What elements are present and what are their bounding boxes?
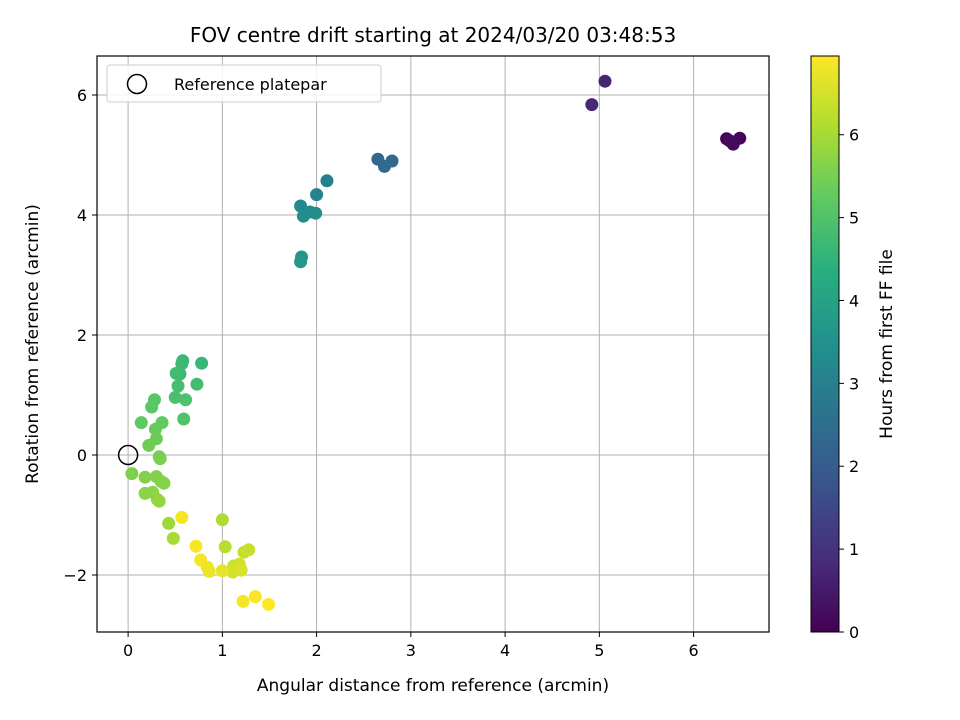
data-point: [320, 174, 334, 188]
colorbar: [810, 55, 840, 633]
data-point: [294, 255, 308, 269]
data-point: [248, 590, 262, 604]
x-axis-ticks: 0 1 2 3 4 5 6: [123, 632, 699, 660]
data-point: [377, 159, 391, 173]
data-point: [138, 470, 152, 484]
colorbar-tick-label: 1: [849, 540, 859, 559]
legend-label: Reference platepar: [174, 75, 327, 94]
x-tick-label: 2: [312, 641, 322, 660]
y-tick-label: −2: [63, 566, 87, 585]
data-point: [169, 366, 183, 380]
legend-box: [106, 64, 382, 103]
data-point: [152, 494, 166, 508]
data-point: [148, 422, 162, 436]
data-point: [175, 357, 189, 371]
y-axis-label: Rotation from reference (arcmin): [23, 204, 43, 484]
colorbar-tick-label: 3: [849, 374, 859, 393]
data-point: [234, 563, 248, 577]
y-tick-label: 6: [77, 86, 87, 105]
y-tick-label: 2: [77, 326, 87, 345]
data-point: [294, 199, 308, 213]
x-tick-label: 0: [123, 641, 133, 660]
data-point: [145, 400, 159, 414]
data-point: [585, 98, 599, 112]
data-point: [134, 416, 148, 430]
data-point: [190, 377, 204, 391]
data-point: [215, 513, 229, 527]
data-point: [309, 206, 323, 220]
data-point: [722, 134, 736, 148]
reference-platepar-marker: [117, 444, 139, 466]
data-point: [177, 412, 191, 426]
colorbar-ticks: 0 1 2 3 4 5 6: [839, 126, 859, 642]
data-point: [162, 516, 176, 530]
chart-title: FOV centre drift starting at 2024/03/20 …: [190, 23, 676, 47]
data-point: [179, 393, 193, 407]
y-tick-label: 0: [77, 446, 87, 465]
colorbar-tick-label: 4: [849, 291, 859, 310]
data-point: [218, 540, 232, 554]
data-point: [168, 390, 182, 404]
x-tick-label: 5: [594, 641, 604, 660]
data-point: [125, 467, 139, 481]
colorbar-tick-label: 2: [849, 457, 859, 476]
colorbar-label: Hours from first FF file: [877, 249, 897, 439]
data-point: [296, 209, 310, 223]
plot-frame: [96, 55, 770, 633]
x-tick-label: 1: [217, 641, 227, 660]
colorbar-tick-label: 5: [849, 209, 859, 228]
colorbar-tick-label: 6: [849, 126, 859, 145]
colorbar-tick-label: 0: [849, 623, 859, 642]
x-tick-label: 3: [406, 641, 416, 660]
x-tick-label: 6: [689, 641, 699, 660]
y-axis-ticks: −2 0 2 4 6: [63, 86, 97, 585]
data-point: [157, 476, 171, 490]
data-point: [175, 510, 189, 524]
data-point: [166, 531, 180, 545]
legend-marker: [126, 73, 148, 95]
data-point: [189, 539, 203, 553]
y-tick-label: 4: [77, 206, 87, 225]
data-point: [171, 379, 185, 393]
data-point: [262, 597, 276, 611]
data-point: [142, 438, 156, 452]
data-point: [153, 452, 167, 466]
data-point: [242, 543, 256, 557]
data-point: [215, 564, 229, 578]
x-tick-label: 4: [500, 641, 510, 660]
data-point: [598, 74, 612, 88]
data-point: [236, 594, 250, 608]
data-point: [202, 564, 216, 578]
data-point: [310, 188, 324, 202]
data-points: [125, 74, 747, 611]
data-point: [195, 356, 209, 370]
legend: Reference platepar: [106, 64, 382, 103]
x-axis-label: Angular distance from reference (arcmin): [257, 676, 609, 696]
